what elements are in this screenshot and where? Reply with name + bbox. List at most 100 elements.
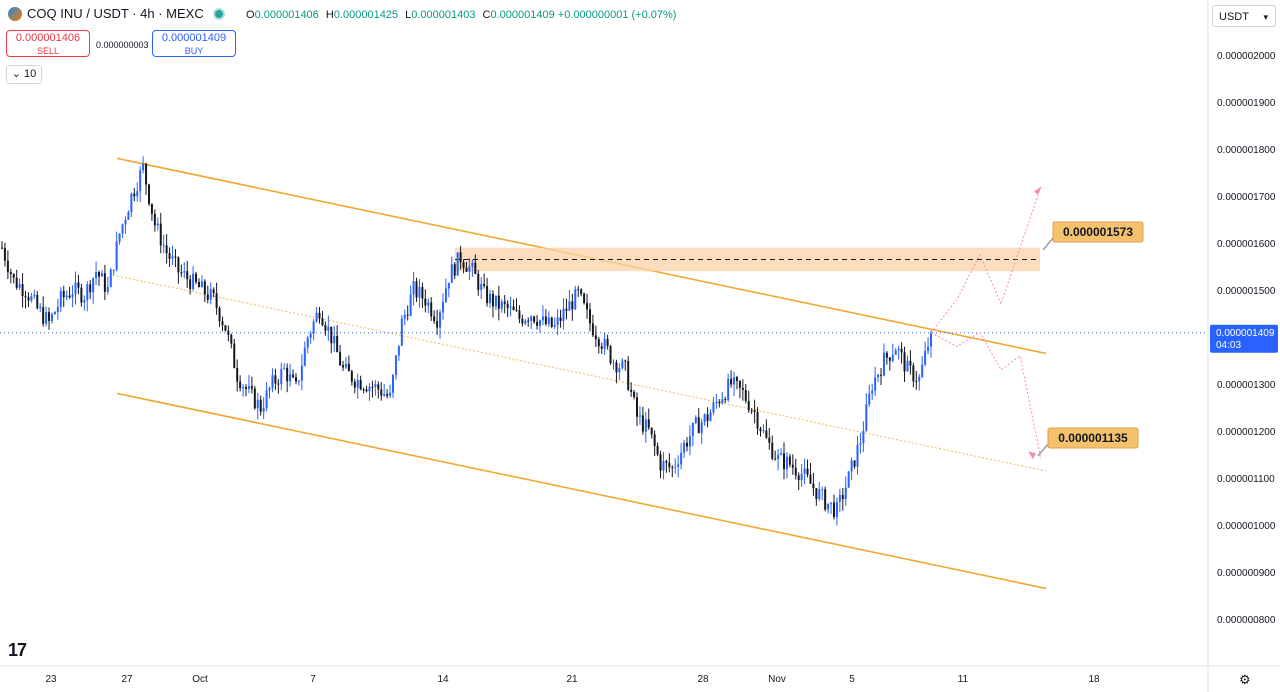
candle-body bbox=[862, 430, 865, 444]
candle-body bbox=[906, 360, 909, 372]
candle-body bbox=[53, 312, 56, 315]
candle-body bbox=[430, 302, 433, 317]
candle-body bbox=[209, 289, 212, 300]
candle-body bbox=[136, 191, 139, 197]
candle-body bbox=[577, 289, 580, 291]
candle-body bbox=[309, 333, 312, 338]
candle-body bbox=[247, 386, 250, 389]
symbol-title[interactable]: COQ INU / USDT · 4h · MEXC bbox=[8, 6, 223, 21]
candle-body bbox=[180, 272, 183, 274]
sell-button[interactable]: 0.000001406 SELL bbox=[6, 30, 90, 57]
candle-body bbox=[771, 442, 774, 459]
candle-body bbox=[647, 419, 650, 428]
x-tick-label: 5 bbox=[849, 674, 855, 685]
candle-body bbox=[412, 281, 415, 295]
candle-body bbox=[24, 296, 27, 298]
gear-icon[interactable]: ⚙ bbox=[1239, 672, 1251, 687]
candle-body bbox=[915, 381, 918, 383]
candle-body bbox=[556, 317, 559, 326]
candle-body bbox=[321, 318, 324, 326]
candle-body bbox=[600, 346, 603, 349]
candle-body bbox=[715, 401, 718, 403]
candle-body bbox=[356, 379, 359, 388]
candle-body bbox=[477, 273, 480, 290]
candle-body bbox=[650, 427, 653, 435]
candle-body bbox=[818, 489, 821, 499]
candle-body bbox=[62, 290, 65, 298]
candle-body bbox=[89, 284, 92, 293]
candle-body bbox=[9, 272, 12, 275]
buy-button[interactable]: 0.000001409 BUY bbox=[152, 30, 236, 57]
candle-body bbox=[762, 430, 765, 432]
candle-body bbox=[527, 320, 530, 322]
candle-body bbox=[465, 267, 468, 272]
candle-body bbox=[1, 247, 3, 249]
candle-body bbox=[621, 360, 624, 368]
candle-body bbox=[494, 295, 497, 307]
candle-body bbox=[900, 348, 903, 353]
candle-body bbox=[612, 362, 615, 364]
low-key: L bbox=[405, 9, 412, 21]
candle-body bbox=[594, 335, 597, 340]
candle-body bbox=[336, 335, 339, 353]
candle-body bbox=[700, 422, 703, 434]
candle-body bbox=[727, 378, 730, 400]
candle-body bbox=[142, 163, 145, 171]
candle-body bbox=[703, 414, 706, 423]
low-value: 0.000001403 bbox=[411, 9, 476, 21]
candle-body bbox=[565, 308, 568, 311]
candle-body bbox=[777, 454, 780, 460]
candle-body bbox=[330, 326, 333, 344]
candle-body bbox=[227, 330, 230, 335]
candle-body bbox=[733, 377, 736, 385]
high-key: H bbox=[325, 9, 334, 21]
candle-body bbox=[174, 256, 177, 258]
candle-body bbox=[12, 274, 15, 278]
candle-body bbox=[474, 262, 477, 274]
candle-body bbox=[497, 295, 500, 309]
candle-body bbox=[662, 461, 665, 471]
candle-body bbox=[618, 367, 621, 373]
candle-body bbox=[780, 453, 783, 455]
candle-body bbox=[68, 295, 71, 298]
x-tick-label: 27 bbox=[121, 674, 133, 685]
candle-body bbox=[503, 301, 506, 304]
candle-body bbox=[424, 298, 427, 306]
candle-body bbox=[536, 321, 539, 326]
candle-body bbox=[838, 494, 841, 502]
candle-body bbox=[203, 281, 206, 295]
candle-body bbox=[65, 295, 68, 298]
candle-body bbox=[918, 376, 921, 382]
candle-body bbox=[42, 307, 45, 324]
market-open-icon bbox=[214, 9, 223, 18]
candle-body bbox=[71, 294, 74, 298]
candle-body bbox=[888, 357, 891, 361]
candle-body bbox=[591, 323, 594, 336]
candle-body bbox=[80, 287, 83, 303]
buy-price: 0.000001409 bbox=[161, 32, 227, 44]
candle-body bbox=[656, 445, 659, 455]
candle-body bbox=[139, 170, 142, 192]
spread-value: 0.000000003 bbox=[96, 40, 149, 50]
candle-body bbox=[668, 462, 671, 468]
candle-body bbox=[21, 284, 24, 297]
candle-body bbox=[250, 386, 253, 389]
indicator-toggle[interactable]: ⌄ 10 bbox=[6, 65, 42, 84]
candle-body bbox=[835, 501, 838, 518]
candle-body bbox=[609, 346, 612, 363]
candle-body bbox=[447, 282, 450, 289]
candle-body bbox=[562, 308, 565, 321]
candle-body bbox=[583, 293, 586, 304]
candle-body bbox=[77, 282, 80, 288]
candle-body bbox=[683, 442, 686, 453]
candle-body bbox=[756, 411, 759, 429]
candle-body bbox=[597, 339, 600, 347]
candle-body bbox=[253, 388, 256, 409]
y-tick-label: 0.000001800 bbox=[1217, 145, 1276, 156]
candle-body bbox=[45, 312, 48, 324]
candle-body bbox=[741, 387, 744, 391]
currency-select[interactable]: USDT ▾ bbox=[1212, 5, 1276, 27]
candle-body bbox=[885, 352, 888, 358]
candle-body bbox=[83, 300, 86, 303]
